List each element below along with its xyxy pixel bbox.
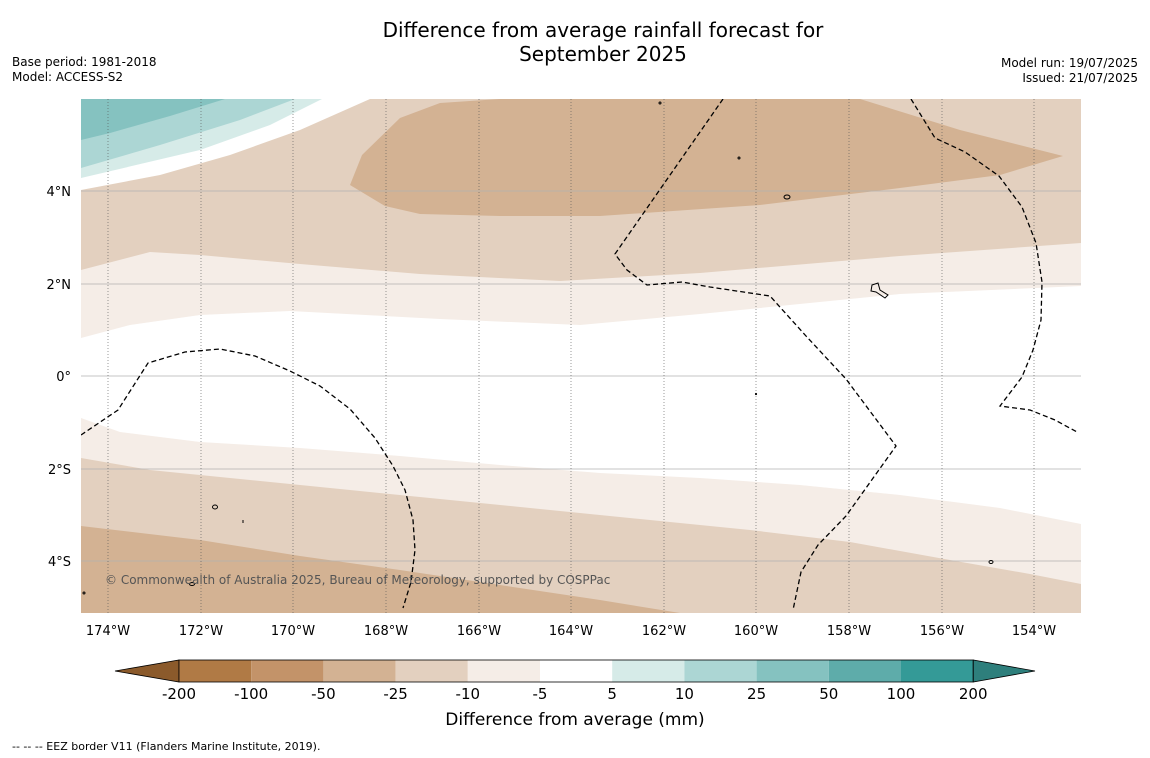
colorbar-tick-label: -100 — [234, 685, 268, 703]
model-label: Model: ACCESS-S2 — [12, 70, 124, 84]
colorbar-tick-label: -10 — [456, 685, 481, 703]
lon-label: 158°W — [827, 624, 871, 639]
colorbar-tick-label: 50 — [819, 685, 838, 703]
lat-label: 4°S — [48, 555, 71, 570]
lon-label: 172°W — [179, 624, 223, 639]
eez-footnote: -- -- -- EEZ border V11 (Flanders Marine… — [12, 740, 321, 753]
lon-label: 162°W — [642, 624, 686, 639]
lon-label: 154°W — [1012, 624, 1056, 639]
lat-label: 2°N — [47, 278, 72, 293]
colorbar-segment — [828, 660, 901, 682]
colorbar-tick-label: 25 — [747, 685, 766, 703]
lat-label: 0° — [56, 370, 71, 385]
lon-label: 174°W — [86, 624, 130, 639]
lon-label: 160°W — [734, 624, 778, 639]
contour-north-dark — [350, 99, 1063, 216]
colorbar-outline — [178, 659, 974, 683]
colorbar-segment — [540, 660, 613, 682]
contour-teal-dark — [81, 99, 225, 140]
model-info: Base period: 1981-2018 Model: ACCESS-S2 — [12, 55, 157, 85]
colorbar-tick-label: 5 — [607, 685, 617, 703]
lon-label: 156°W — [920, 624, 964, 639]
longitude-tick-labels: 174°W 172°W 170°W 168°W 166°W 164°W 162°… — [86, 624, 1056, 639]
title-line-2: September 2025 — [519, 42, 687, 66]
colorbar-segment — [756, 660, 829, 682]
copyright-text: © Commonwealth of Australia 2025, Bureau… — [105, 573, 610, 587]
colorbar-tick-label: 200 — [959, 685, 988, 703]
colorbar-tick-label: 10 — [675, 685, 694, 703]
colorbar-segment — [395, 660, 468, 682]
colorbar-segment — [323, 660, 396, 682]
colorbar-tick-label: -5 — [533, 685, 548, 703]
colorbar: -200 -100 -50 -25 -10 -5 5 10 25 50 100 200 — [114, 659, 1036, 703]
contour-south-dark — [81, 526, 680, 613]
latitude-tick-labels: 4°N 2°N 0° 2°S 4°S — [47, 185, 72, 570]
rainfall-contours — [81, 99, 1081, 613]
eez-borders — [81, 99, 1078, 611]
issued-label: Issued: 21/07/2025 — [1022, 71, 1138, 85]
colorbar-segment — [612, 660, 685, 682]
islands — [82, 101, 994, 595]
colorbar-tick-label: -50 — [311, 685, 336, 703]
latitude-gridlines — [81, 190, 1081, 562]
lon-label: 170°W — [271, 624, 315, 639]
colorbar-extend-min — [114, 659, 180, 683]
colorbar-segment — [467, 660, 540, 682]
colorbar-segment — [179, 660, 252, 682]
run-info: Model run: 19/07/2025 Issued: 21/07/2025 — [1001, 56, 1138, 86]
lat-label: 2°S — [48, 463, 71, 478]
colorbar-tick-label: -200 — [162, 685, 196, 703]
lon-label: 166°W — [457, 624, 501, 639]
colorbar-tick-label: -25 — [383, 685, 408, 703]
base-period-label: Base period: 1981-2018 — [12, 55, 157, 69]
lon-label: 164°W — [549, 624, 593, 639]
colorbar-segment — [901, 660, 974, 682]
colorbar-segment — [684, 660, 757, 682]
colorbar-title: Difference from average (mm) — [445, 710, 705, 730]
colorbar-segment — [251, 660, 324, 682]
colorbar-extend-max — [972, 659, 1036, 683]
title-line-1: Difference from average rainfall forecas… — [382, 18, 824, 42]
lat-label: 4°N — [47, 185, 72, 200]
colorbar-tick-label: 100 — [887, 685, 916, 703]
lon-label: 168°W — [364, 624, 408, 639]
model-run-label: Model run: 19/07/2025 — [1000, 56, 1138, 70]
chart-title: Difference from average rainfall forecas… — [0, 18, 1150, 66]
